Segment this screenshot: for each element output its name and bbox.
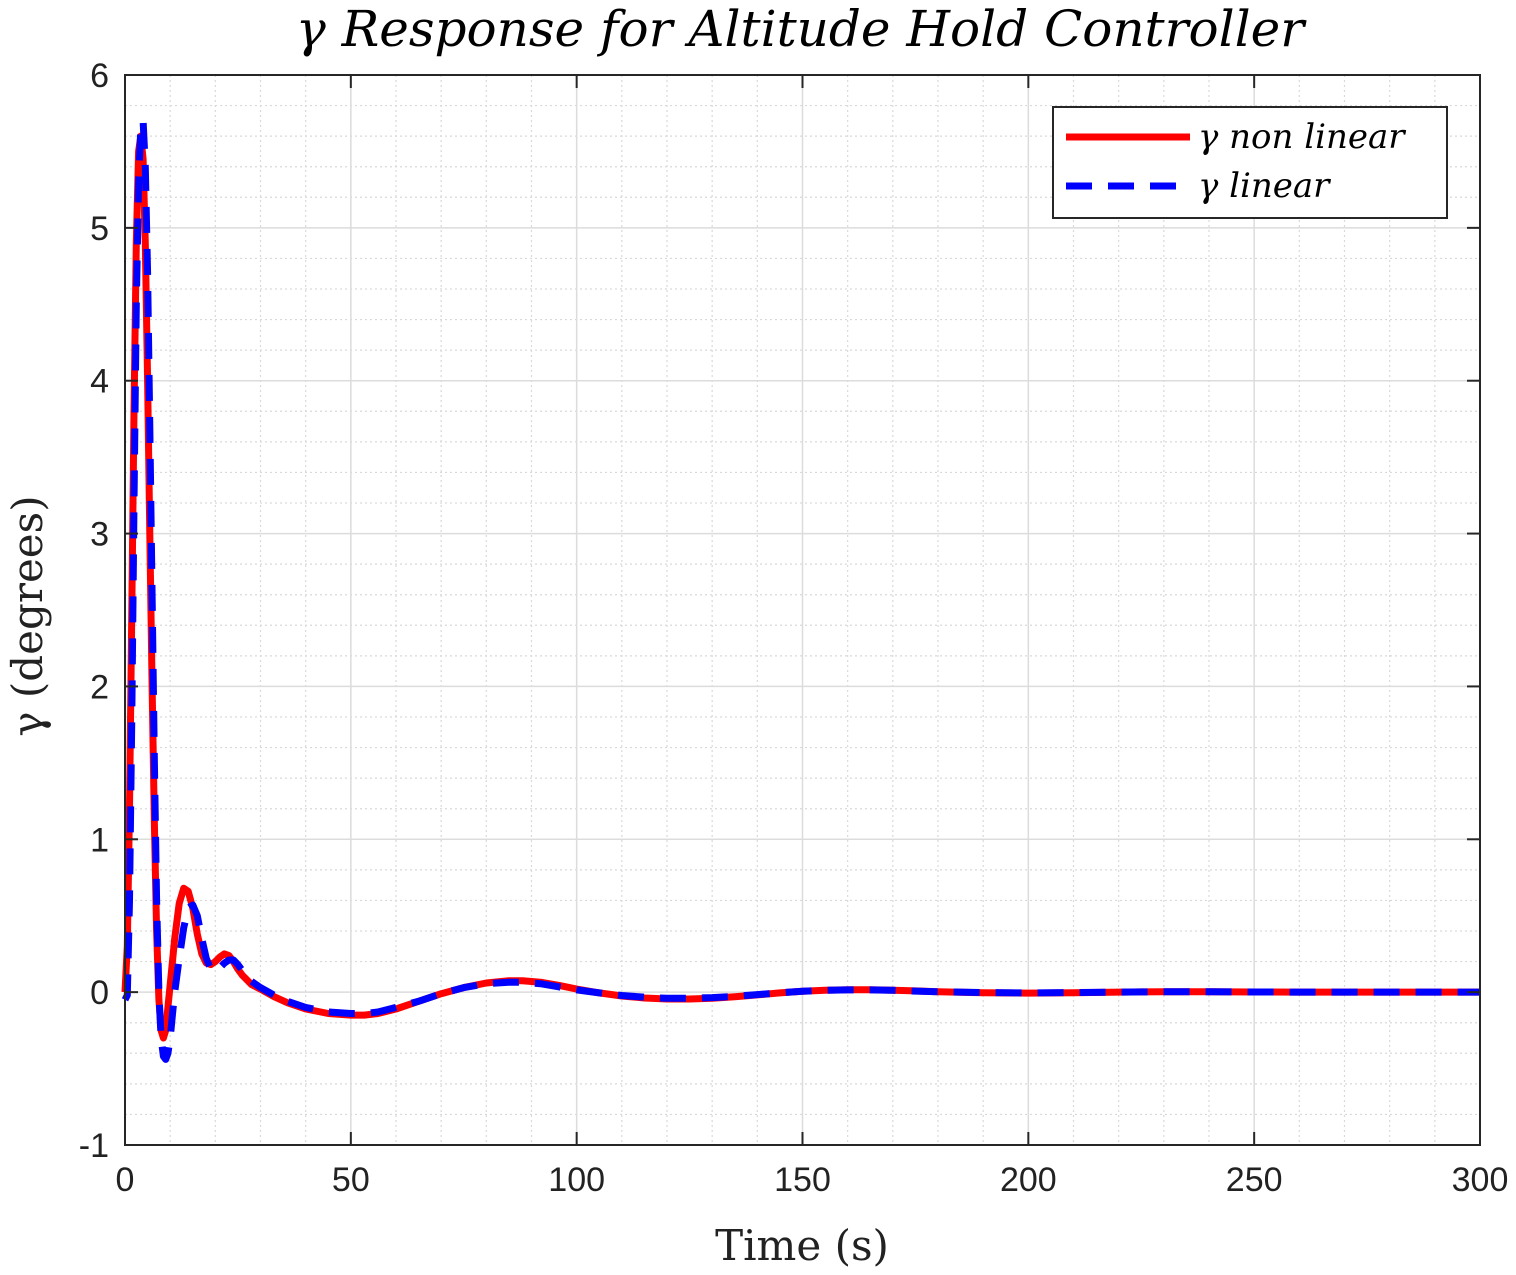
legend-label-linear: γ linear: [1198, 166, 1331, 206]
y-tick-label: 4: [90, 363, 109, 401]
x-tick-label: 100: [548, 1161, 605, 1199]
legend: γ non linear γ linear: [1052, 106, 1448, 219]
y-tick-label: 1: [90, 821, 109, 859]
x-tick-label: 300: [1452, 1161, 1509, 1199]
x-tick-label: 150: [774, 1161, 831, 1199]
chart-title: γ Response for Altitude Hold Controller: [296, 0, 1307, 58]
tick-marks: [124, 74, 1481, 1146]
series-layer: [121, 117, 1480, 1063]
y-axis-label: γ (degrees): [3, 495, 52, 736]
major-grid: [125, 75, 1480, 1145]
x-tick-label: 0: [116, 1161, 135, 1199]
y-tick-label: 3: [90, 516, 109, 554]
legend-box: [1052, 106, 1448, 219]
x-tick-label: 50: [332, 1161, 370, 1199]
x-axis-label: Time (s): [715, 1221, 889, 1270]
y-tick-label: 0: [90, 974, 109, 1012]
y-tick-label: -1: [79, 1127, 109, 1165]
series-line-linear: [121, 117, 1480, 1063]
y-tick-label: 6: [90, 57, 109, 95]
legend-label-nonlinear: γ non linear: [1198, 117, 1406, 157]
y-tick-label: 2: [90, 668, 109, 706]
x-tick-label: 200: [1000, 1161, 1057, 1199]
x-tick-label: 250: [1226, 1161, 1283, 1199]
y-tick-label: 5: [90, 210, 109, 248]
